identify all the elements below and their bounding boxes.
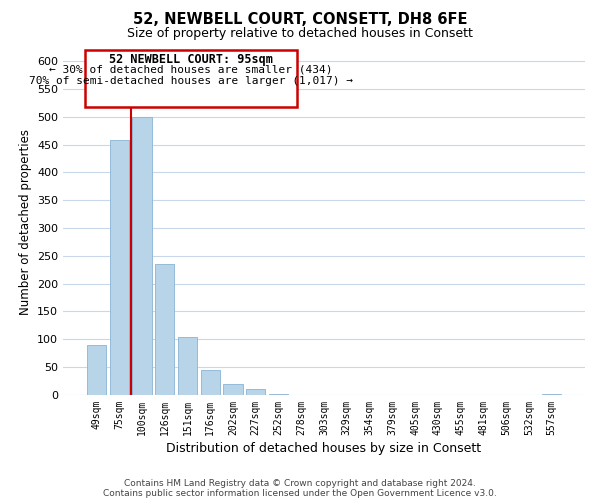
Bar [269, 394, 288, 395]
Text: Contains public sector information licensed under the Open Government Licence v3: Contains public sector information licen… [103, 488, 497, 498]
Text: Size of property relative to detached houses in Consett: Size of property relative to detached ho… [127, 28, 473, 40]
Y-axis label: Number of detached properties: Number of detached properties [19, 130, 32, 316]
X-axis label: Distribution of detached houses by size in Consett: Distribution of detached houses by size … [166, 442, 482, 455]
Bar [110, 140, 129, 395]
Bar [200, 370, 220, 395]
Text: 52 NEWBELL COURT: 95sqm: 52 NEWBELL COURT: 95sqm [109, 54, 273, 66]
Bar [155, 264, 175, 395]
Bar [223, 384, 243, 395]
Bar [178, 336, 197, 395]
Bar [133, 117, 152, 395]
Text: 70% of semi-detached houses are larger (1,017) →: 70% of semi-detached houses are larger (… [29, 76, 353, 86]
Text: 52, NEWBELL COURT, CONSETT, DH8 6FE: 52, NEWBELL COURT, CONSETT, DH8 6FE [133, 12, 467, 28]
Bar [246, 390, 265, 395]
Text: Contains HM Land Registry data © Crown copyright and database right 2024.: Contains HM Land Registry data © Crown c… [124, 478, 476, 488]
Text: ← 30% of detached houses are smaller (434): ← 30% of detached houses are smaller (43… [49, 64, 332, 74]
Bar [87, 346, 106, 395]
FancyBboxPatch shape [85, 50, 297, 106]
Bar [542, 394, 561, 395]
